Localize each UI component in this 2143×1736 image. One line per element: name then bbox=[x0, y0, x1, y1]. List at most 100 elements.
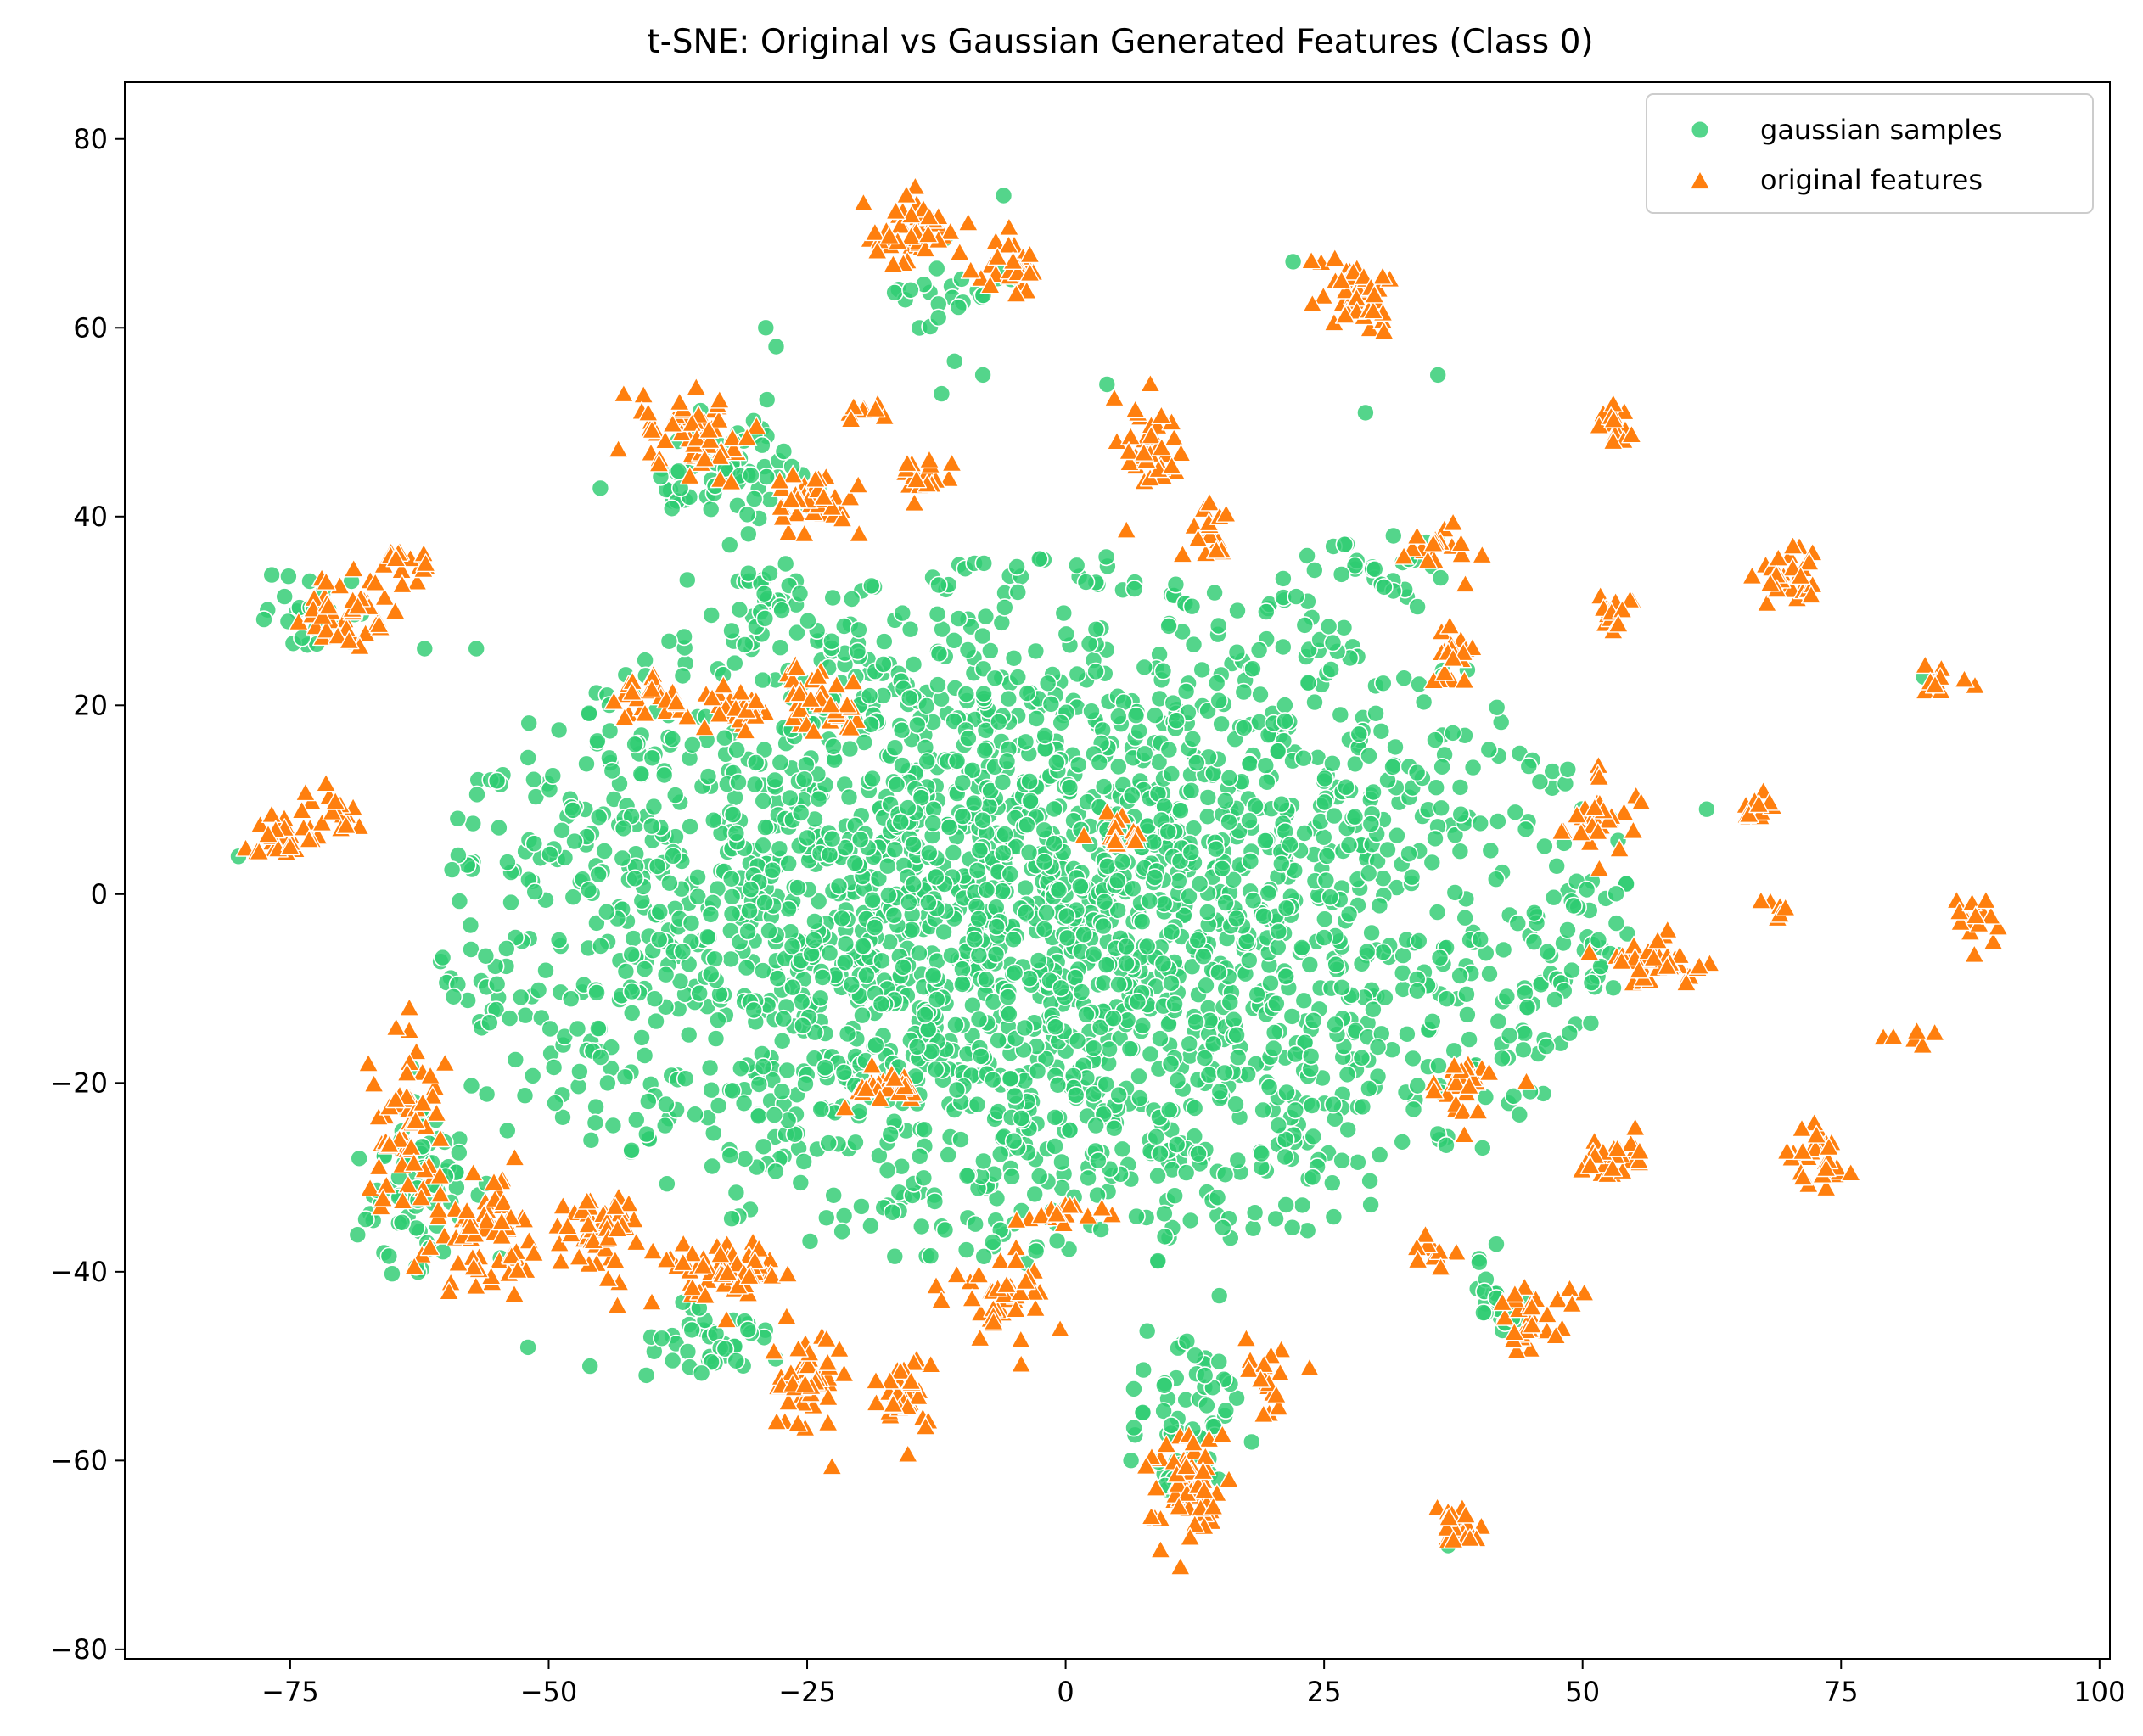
gaussian-sample-point bbox=[722, 888, 742, 906]
original-feature-point bbox=[931, 1290, 952, 1309]
original-feature-point bbox=[904, 493, 925, 512]
original-feature-point bbox=[1006, 1210, 1027, 1229]
gaussian-sample-point bbox=[1282, 1218, 1302, 1237]
original-feature-point bbox=[465, 1276, 486, 1295]
original-feature-point bbox=[662, 413, 683, 433]
gaussian-sample-point bbox=[1445, 883, 1465, 902]
original-feature-point bbox=[917, 224, 939, 244]
gaussian-sample-point bbox=[760, 921, 778, 940]
gaussian-sample-point bbox=[1286, 1044, 1305, 1064]
original-feature-point bbox=[457, 1201, 478, 1220]
original-feature-point bbox=[604, 1196, 626, 1216]
gaussian-sample-point bbox=[910, 944, 928, 963]
original-feature-point bbox=[583, 1230, 604, 1250]
gaussian-sample-point bbox=[1316, 792, 1334, 812]
gaussian-sample-point bbox=[1383, 758, 1402, 776]
gaussian-sample-point bbox=[1562, 960, 1581, 980]
gaussian-sample-point bbox=[920, 843, 939, 863]
gaussian-sample-point bbox=[665, 786, 685, 804]
gaussian-sample-point bbox=[589, 865, 608, 884]
gaussian-sample-point bbox=[799, 611, 817, 630]
original-feature-point bbox=[249, 842, 270, 860]
gaussian-sample-point bbox=[1366, 559, 1384, 579]
gaussian-sample-point bbox=[1162, 1416, 1181, 1435]
gaussian-sample-point bbox=[1046, 1108, 1064, 1127]
original-feature-point bbox=[1504, 1284, 1525, 1303]
gaussian-sample-point bbox=[1607, 884, 1625, 904]
original-feature-point bbox=[1199, 525, 1220, 545]
gaussian-sample-point bbox=[496, 939, 516, 958]
original-feature-point bbox=[1756, 593, 1777, 613]
gaussian-sample-point bbox=[497, 1121, 517, 1140]
original-feature-point bbox=[1218, 1469, 1240, 1488]
gaussian-sample-point bbox=[900, 619, 920, 639]
original-feature-point bbox=[1924, 1022, 1945, 1042]
original-feature-point bbox=[325, 791, 346, 810]
original-feature-point bbox=[776, 1306, 797, 1325]
original-feature-point bbox=[1611, 951, 1632, 971]
gaussian-sample-point bbox=[771, 638, 790, 658]
gaussian-sample-point bbox=[682, 1320, 702, 1340]
gaussian-sample-point bbox=[589, 1019, 608, 1038]
gaussian-sample-point bbox=[1210, 1082, 1230, 1101]
gaussian-sample-point bbox=[1002, 1167, 1021, 1186]
gaussian-sample-point bbox=[1376, 988, 1394, 1007]
gaussian-sample-point bbox=[790, 584, 810, 603]
gaussian-sample-point bbox=[1276, 899, 1296, 918]
gaussian-sample-point bbox=[1337, 777, 1355, 797]
original-feature-point bbox=[722, 428, 743, 447]
gaussian-sample-point bbox=[1162, 974, 1181, 993]
original-feature-point bbox=[1125, 831, 1146, 850]
gaussian-sample-point bbox=[725, 653, 744, 673]
gaussian-sample-point bbox=[1451, 804, 1470, 824]
original-feature-point bbox=[368, 1156, 390, 1176]
original-feature-point bbox=[883, 254, 904, 273]
gaussian-sample-point bbox=[912, 1217, 931, 1236]
original-feature-point bbox=[396, 1062, 418, 1082]
gaussian-sample-point bbox=[1535, 837, 1554, 856]
original-feature-point bbox=[1840, 1162, 1861, 1182]
gaussian-sample-point bbox=[1607, 914, 1626, 932]
gaussian-sample-point bbox=[1208, 1188, 1227, 1207]
gaussian-sample-point bbox=[1189, 1145, 1208, 1163]
gaussian-sample-point bbox=[1269, 1116, 1288, 1135]
original-feature-point bbox=[889, 215, 912, 234]
gaussian-sample-point bbox=[1122, 786, 1142, 805]
original-feature-point bbox=[1988, 916, 2009, 936]
gaussian-sample-point bbox=[969, 910, 988, 928]
gaussian-sample-point bbox=[1079, 1168, 1097, 1188]
gaussian-sample-point bbox=[546, 1094, 564, 1112]
original-feature-point bbox=[839, 487, 861, 507]
original-feature-point bbox=[834, 1097, 856, 1117]
gaussian-sample-point bbox=[972, 1047, 990, 1066]
gaussian-sample-point bbox=[1444, 724, 1462, 742]
gaussian-sample-point bbox=[1220, 768, 1239, 787]
y-tick-label: 80 bbox=[73, 123, 108, 155]
original-feature-point bbox=[1301, 250, 1322, 270]
gaussian-sample-point bbox=[1084, 1084, 1103, 1104]
original-feature-point bbox=[279, 837, 300, 856]
gaussian-sample-point bbox=[1097, 547, 1116, 567]
gaussian-sample-point bbox=[1433, 757, 1451, 776]
gaussian-sample-point bbox=[549, 720, 569, 740]
gaussian-sample-point bbox=[1030, 549, 1049, 568]
gaussian-sample-point bbox=[1283, 252, 1303, 272]
original-feature-point bbox=[1170, 1556, 1191, 1576]
gaussian-sample-point bbox=[879, 886, 898, 904]
gaussian-sample-point bbox=[860, 686, 879, 705]
gaussian-sample-point bbox=[1332, 565, 1351, 584]
original-feature-point bbox=[1782, 535, 1804, 555]
original-feature-point bbox=[1362, 300, 1384, 320]
gaussian-sample-point bbox=[1228, 1048, 1248, 1067]
original-feature-point bbox=[1025, 1298, 1046, 1318]
gaussian-sample-point bbox=[986, 945, 1006, 964]
gaussian-sample-point bbox=[842, 975, 861, 994]
original-feature-point bbox=[1456, 1504, 1477, 1524]
gaussian-sample-point bbox=[476, 947, 496, 966]
gaussian-sample-point bbox=[1331, 705, 1350, 725]
gaussian-sample-point bbox=[598, 1073, 617, 1093]
original-feature-point bbox=[368, 1106, 390, 1126]
gaussian-sample-point bbox=[993, 882, 1012, 900]
original-feature-point bbox=[798, 1355, 819, 1375]
gaussian-sample-point bbox=[655, 1116, 675, 1135]
